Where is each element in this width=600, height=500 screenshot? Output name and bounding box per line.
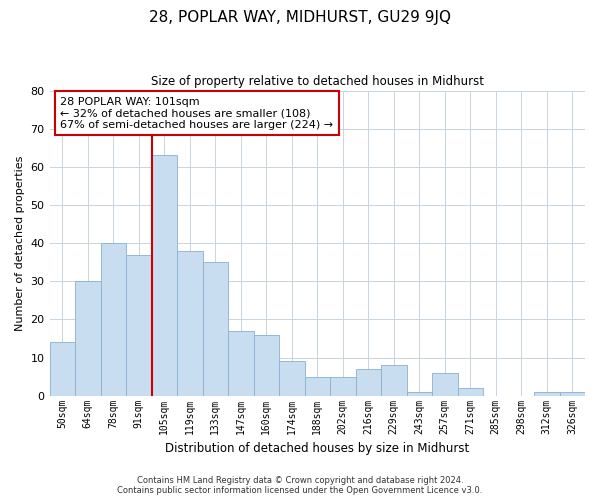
Bar <box>305 376 330 396</box>
Bar <box>560 392 585 396</box>
Bar <box>75 281 101 396</box>
Bar <box>152 156 177 396</box>
Y-axis label: Number of detached properties: Number of detached properties <box>15 156 25 331</box>
Bar <box>381 365 407 396</box>
Bar <box>126 254 152 396</box>
Bar <box>330 376 356 396</box>
Text: Contains HM Land Registry data © Crown copyright and database right 2024.
Contai: Contains HM Land Registry data © Crown c… <box>118 476 482 495</box>
Text: 28, POPLAR WAY, MIDHURST, GU29 9JQ: 28, POPLAR WAY, MIDHURST, GU29 9JQ <box>149 10 451 25</box>
Title: Size of property relative to detached houses in Midhurst: Size of property relative to detached ho… <box>151 75 484 88</box>
Bar <box>407 392 432 396</box>
Bar <box>279 362 305 396</box>
Bar <box>458 388 483 396</box>
Bar <box>203 262 228 396</box>
Bar <box>254 334 279 396</box>
Bar <box>356 369 381 396</box>
Bar <box>50 342 75 396</box>
X-axis label: Distribution of detached houses by size in Midhurst: Distribution of detached houses by size … <box>165 442 469 455</box>
Bar <box>534 392 560 396</box>
Bar <box>177 250 203 396</box>
Bar <box>228 331 254 396</box>
Text: 28 POPLAR WAY: 101sqm
← 32% of detached houses are smaller (108)
67% of semi-det: 28 POPLAR WAY: 101sqm ← 32% of detached … <box>60 96 334 130</box>
Bar <box>432 373 458 396</box>
Bar <box>101 243 126 396</box>
